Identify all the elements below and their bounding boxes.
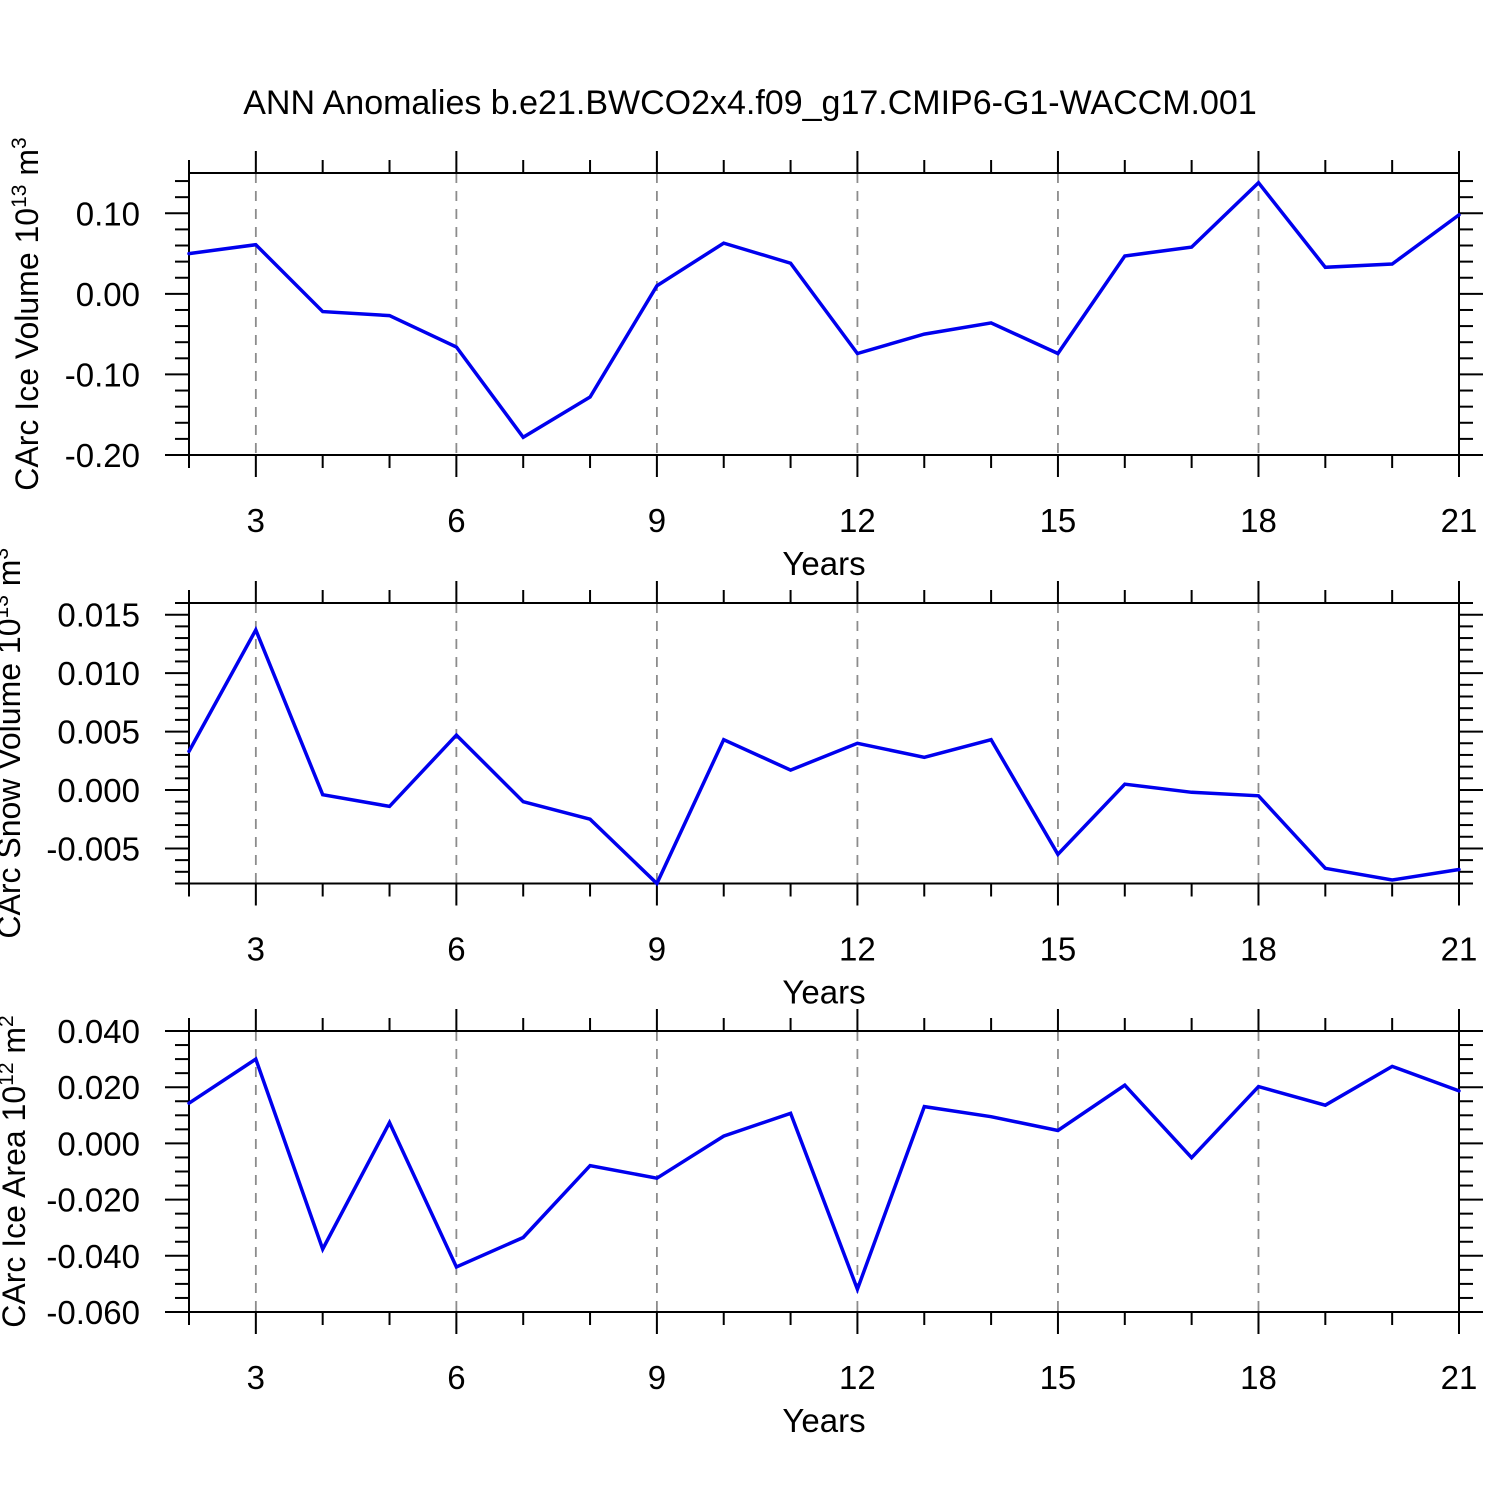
x-tick-label: 6 — [447, 931, 465, 968]
x-tick-label: 9 — [648, 931, 666, 968]
x-tick-label: 18 — [1240, 931, 1277, 968]
y-tick-label: -0.020 — [46, 1182, 140, 1219]
data-line-carc-ice-area — [187, 1056, 1461, 1295]
x-tick-label: 3 — [247, 1359, 265, 1396]
x-tick-label: 15 — [1040, 931, 1077, 968]
x-tick-label: 9 — [648, 1359, 666, 1396]
y-tick-label: 0.010 — [57, 655, 140, 692]
plot-frame — [188, 602, 1460, 885]
y-tick-label: 0.000 — [57, 1125, 140, 1162]
data-line-carc-snow-volume — [187, 625, 1461, 887]
y-axis-title: CArc Snow Volume 1013 m3 — [0, 548, 27, 939]
y-axis-title: CArc Ice Volume 1013 m3 — [8, 137, 45, 490]
x-axis-title: Years — [782, 1402, 865, 1439]
y-tick-label: 0.020 — [57, 1069, 140, 1106]
plot-frame — [188, 172, 1460, 456]
x-axis-title: Years — [782, 545, 865, 582]
x-tick-label: 18 — [1240, 502, 1277, 539]
x-tick-label: 15 — [1040, 1359, 1077, 1396]
y-tick-label: 0.015 — [57, 597, 140, 634]
y-tick-label: 0.10 — [76, 195, 140, 232]
x-tick-label: 21 — [1441, 931, 1478, 968]
chart-carc-snow-volume: 3 6 9 12 15 18 21 Years 0.015 0.010 0.005 0.000 -0.0… — [0, 548, 1483, 1011]
x-tick-label: 12 — [839, 502, 876, 539]
chart-carc-ice-volume: 3 6 9 12 15 18 21 Years 0.10 0.00 -0.10 -0.20 CArc I… — [8, 137, 1483, 582]
x-tick-label: 9 — [648, 502, 666, 539]
y-tick-label: 0.00 — [76, 276, 140, 313]
y-tick-label: 0.040 — [57, 1013, 140, 1050]
x-tick-label: 18 — [1240, 1359, 1277, 1396]
y-tick-label: 0.005 — [57, 714, 140, 751]
chart-carc-ice-area: 3 6 9 12 15 18 21 Years 0.040 0.020 0.000 -0.020 -0.… — [0, 1009, 1483, 1439]
x-tick-label: 3 — [247, 502, 265, 539]
x-tick-label: 12 — [839, 931, 876, 968]
y-tick-label: -0.060 — [46, 1294, 140, 1331]
x-tick-label: 6 — [447, 1359, 465, 1396]
x-tick-label: 6 — [447, 502, 465, 539]
plot-frame — [188, 1030, 1460, 1313]
figure-title: ANN Anomalies b.e21.BWCO2x4.f09_g17.CMIP… — [243, 84, 1257, 122]
y-tick-label: 0.000 — [57, 772, 140, 809]
x-tick-label: 12 — [839, 1359, 876, 1396]
y-tick-label: -0.005 — [46, 830, 140, 867]
x-tick-label: 3 — [247, 931, 265, 968]
y-axis-title: CArc Ice Area 1012 m2 — [0, 1015, 32, 1327]
x-tick-label: 21 — [1441, 1359, 1478, 1396]
y-tick-label: -0.040 — [46, 1238, 140, 1275]
x-tick-label: 21 — [1441, 502, 1478, 539]
x-tick-label: 15 — [1040, 502, 1077, 539]
y-tick-label: -0.20 — [65, 437, 140, 474]
y-tick-label: -0.10 — [65, 356, 140, 393]
x-axis-title: Years — [782, 974, 865, 1011]
data-line-carc-ice-volume — [187, 180, 1461, 440]
